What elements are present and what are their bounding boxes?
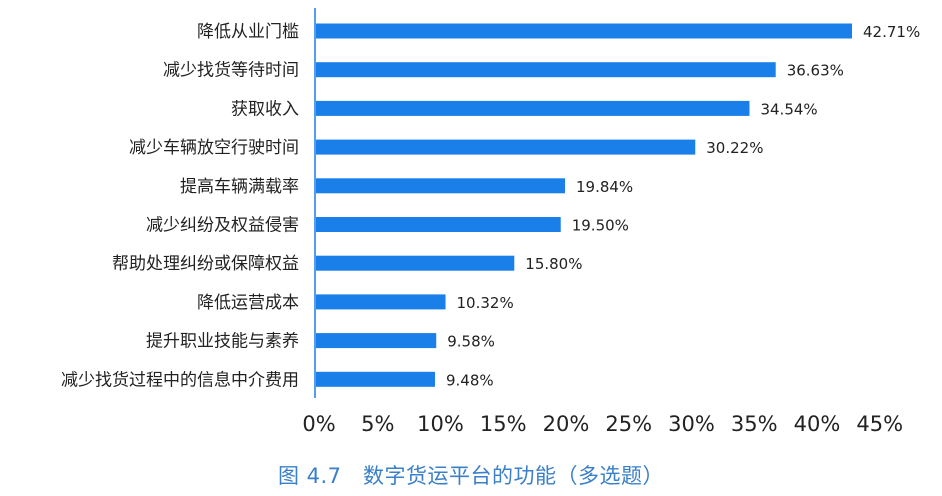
value-labels: 42.71% 36.63% 34.54% 30.22% 19.84% 19.50% 15.8… [446, 23, 920, 389]
bar-chart: 降低从业门槛减少找货等待时间获取收入减少车辆放空行驶时间提高车辆满载率减少纠纷及… [61, 8, 920, 436]
bar [316, 178, 565, 194]
category-label: 降低从业门槛 [197, 22, 299, 42]
value-label: 34.54% [760, 100, 817, 118]
bar [316, 62, 776, 78]
value-label: 30.22% [706, 139, 763, 157]
x-tick-label: 35% [731, 412, 778, 436]
category-label: 提升职业技能与素养 [146, 332, 299, 352]
category-label: 减少车辆放空行驶时间 [129, 138, 299, 158]
x-tick-label: 25% [605, 412, 652, 436]
value-label: 19.84% [576, 178, 633, 196]
category-label: 减少纠纷及权益侵害 [146, 216, 299, 236]
x-tick-label: 20% [543, 412, 590, 436]
x-tick-labels: 0% 5% 10% 15% 20% 25% 30% 35% 40% 45% [302, 412, 903, 436]
bar [316, 23, 853, 39]
x-tick-label: 40% [794, 412, 841, 436]
category-label: 帮助处理纠纷或保障权益 [112, 254, 299, 274]
category-label: 提高车辆满载率 [180, 177, 299, 197]
figure-caption: 图 4.7 数字货运平台的功能（多选题） [277, 464, 665, 488]
category-label: 获取收入 [231, 99, 299, 119]
bars [316, 23, 853, 387]
x-tick-label: 15% [480, 412, 527, 436]
category-label: 减少找货等待时间 [163, 61, 299, 81]
category-labels: 降低从业门槛减少找货等待时间获取收入减少车辆放空行驶时间提高车辆满载率减少纠纷及… [61, 22, 299, 390]
value-label: 9.58% [447, 333, 495, 351]
bar [316, 139, 696, 155]
category-label: 减少找货过程中的信息中介费用 [61, 370, 299, 390]
bar [316, 100, 750, 116]
x-tick-label: 45% [856, 412, 903, 436]
value-label: 9.48% [446, 371, 494, 389]
value-label: 15.80% [525, 255, 582, 273]
x-tick-label: 5% [361, 412, 394, 436]
bar [316, 255, 515, 271]
bar [316, 371, 435, 387]
x-tick-label: 0% [302, 412, 335, 436]
value-label: 36.63% [787, 62, 844, 80]
value-label: 42.71% [863, 23, 920, 41]
value-label: 19.50% [572, 217, 629, 235]
value-label: 10.32% [457, 294, 514, 312]
bar [316, 333, 437, 349]
category-label: 降低运营成本 [197, 293, 299, 313]
x-tick-label: 10% [417, 412, 464, 436]
x-tick-label: 30% [668, 412, 715, 436]
bar [316, 217, 561, 232]
bar [316, 294, 446, 310]
